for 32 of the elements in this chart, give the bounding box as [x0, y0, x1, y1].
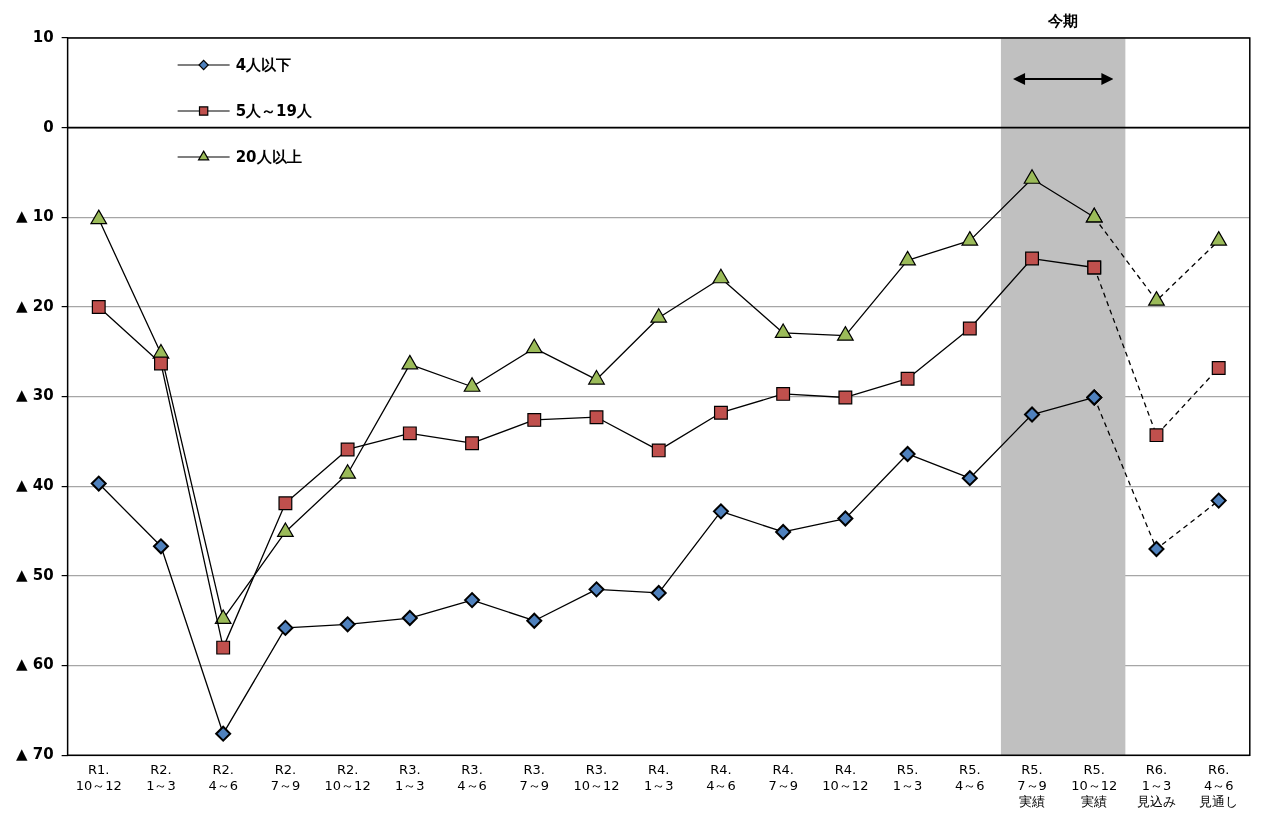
y-tick-label: ▲ 30	[15, 386, 54, 405]
x-tick-label: R5. 4～6	[955, 762, 985, 793]
x-tick-label: R6. 1～3 見込み	[1136, 762, 1176, 809]
y-tick-label: 10	[32, 27, 54, 46]
x-tick-label: R3. 1～3	[395, 762, 425, 793]
band-label: 今期	[1047, 12, 1079, 31]
x-tick-label: R6. 4～6 見通し	[1199, 762, 1239, 809]
x-tick-label: R4. 1～3	[643, 762, 674, 793]
x-tick-label: R2. 10～12	[324, 762, 371, 793]
x-tick-label: R5. 7～9 実績	[1017, 762, 1047, 809]
y-tick-label: ▲ 50	[15, 565, 54, 584]
x-tick-label: R2. 4～6	[208, 762, 238, 793]
legend-label: 20人以上	[235, 147, 302, 166]
y-tick-label: ▲ 10	[15, 207, 54, 226]
legend-label: 4人以下	[235, 55, 292, 74]
y-tick-label: ▲ 70	[15, 745, 54, 764]
x-tick-label: R1. 10～12	[75, 762, 122, 793]
x-tick-label: R3. 10～12	[573, 762, 620, 793]
x-tick-label: R3. 4～6	[457, 762, 487, 793]
x-tick-label: R5. 10～12 実績	[1071, 762, 1118, 809]
x-tick-label: R2. 1～3	[146, 762, 176, 793]
y-tick-label: ▲ 60	[15, 655, 54, 674]
y-tick-label: ▲ 20	[15, 296, 54, 315]
y-tick-label: 0	[43, 117, 54, 136]
x-tick-label: R4. 7～9	[768, 762, 798, 793]
x-tick-label: R4. 10～12	[822, 762, 869, 793]
x-tick-label: R4. 4～6	[706, 762, 736, 793]
x-tick-label: R5. 1～3	[892, 762, 923, 793]
y-tick-label: ▲ 40	[15, 476, 54, 495]
legend-label: 5人～19人	[235, 101, 313, 120]
x-tick-label: R2. 7～9	[270, 762, 301, 793]
x-tick-label: R3. 7～9	[519, 762, 550, 793]
